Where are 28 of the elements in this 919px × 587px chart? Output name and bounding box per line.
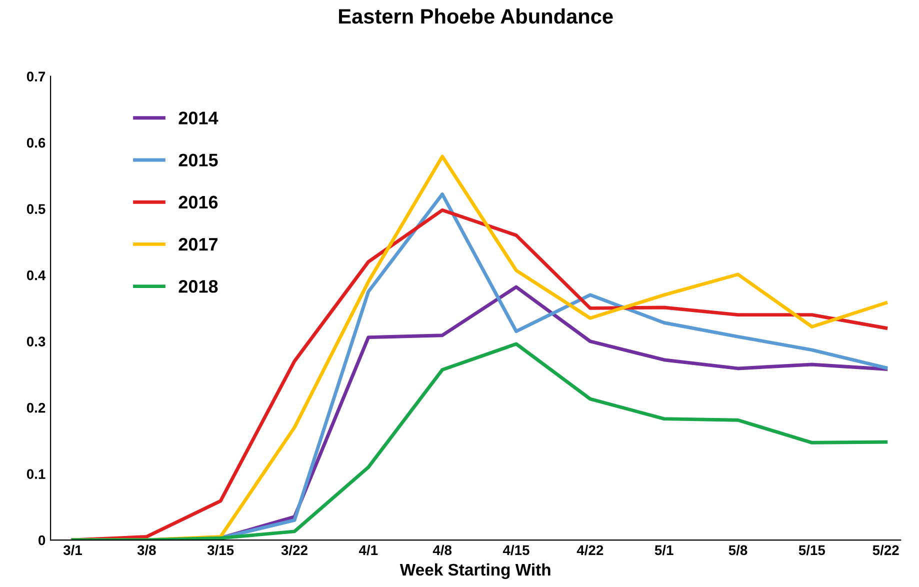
x-tick-label: 3/15 — [207, 544, 234, 556]
x-tick-label: 5/15 — [798, 544, 826, 556]
y-tick-label: 0.2 — [26, 402, 46, 413]
y-tick-label: 0.7 — [26, 72, 46, 82]
x-tick-label: 4/1 — [358, 544, 378, 556]
x-axis-title: Week Starting With — [400, 563, 550, 580]
legend-label: 2015 — [178, 154, 218, 166]
y-tick-label: 0 — [38, 535, 46, 546]
x-tick-label: 3/22 — [281, 544, 308, 556]
x-tick-label: 4/8 — [432, 544, 452, 556]
y-tick-label: 0.5 — [26, 204, 46, 214]
legend-label: 2017 — [178, 238, 218, 251]
x-tick-label: 5/22 — [872, 544, 899, 556]
x-tick-label: 5/1 — [654, 544, 674, 556]
legend-label: 2016 — [178, 196, 218, 209]
legend-label: 2018 — [178, 280, 218, 293]
x-tick-label: 3/8 — [137, 544, 156, 556]
chart-title: Eastern Phoebe Abundance — [339, 8, 613, 24]
y-tick-label: 0.1 — [26, 469, 46, 479]
y-tick-label: 0.6 — [26, 138, 46, 148]
x-tick-label: 3/1 — [63, 544, 82, 556]
legend-label: 2014 — [178, 112, 218, 124]
x-tick-label: 5/8 — [728, 544, 748, 556]
y-tick-label: 0.3 — [26, 336, 46, 346]
y-tick-label: 0.4 — [26, 270, 46, 280]
x-tick-label: 4/15 — [502, 544, 530, 556]
line-series — [70, 342, 888, 540]
x-tick-label: 4/22 — [576, 544, 604, 556]
